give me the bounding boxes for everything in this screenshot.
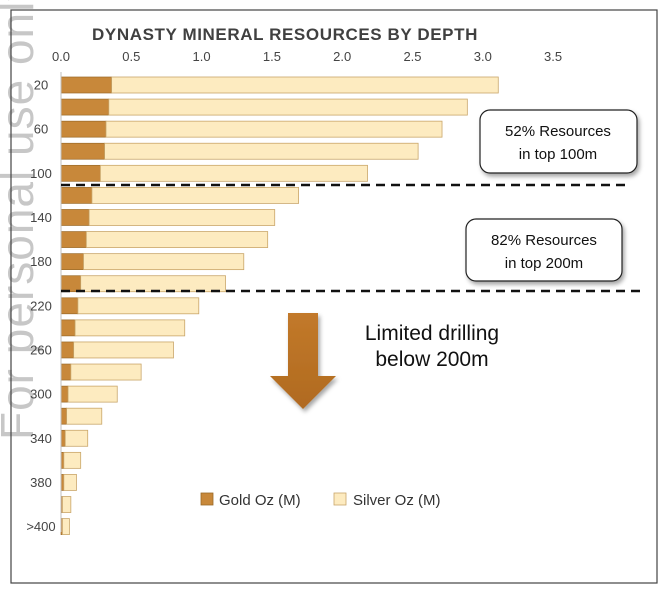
bar-gold bbox=[60, 363, 72, 381]
y-axis-ticks: 20 60 100 140 180 220 260 300 340 380 >400 bbox=[26, 78, 55, 535]
bar-silver bbox=[63, 451, 82, 469]
x-tick-label: 0.0 bbox=[52, 49, 70, 64]
bar-silver bbox=[70, 363, 142, 381]
x-tick-label: 2.5 bbox=[403, 49, 421, 64]
y-tick-label: 100 bbox=[30, 166, 52, 181]
bar-gold bbox=[60, 297, 79, 315]
y-tick-label: >400 bbox=[26, 519, 55, 534]
x-tick-label: 1.5 bbox=[263, 49, 281, 64]
y-tick-label: 260 bbox=[30, 342, 52, 357]
bar-silver bbox=[67, 385, 118, 403]
limited-drilling-line2: below 200m bbox=[375, 348, 488, 371]
bar-silver bbox=[88, 209, 276, 226]
bar-gold bbox=[60, 231, 87, 248]
x-tick-label: 3.0 bbox=[474, 49, 492, 64]
bar-gold bbox=[60, 275, 82, 293]
chart-title: DYNASTY MINERAL RESOURCES BY DEPTH bbox=[92, 25, 478, 44]
y-tick-label: 180 bbox=[30, 254, 52, 269]
bar-gold bbox=[60, 187, 93, 204]
annotation-box-top-200m-line2: in top 200m bbox=[505, 255, 583, 272]
bar-gold bbox=[60, 341, 75, 359]
bar-silver bbox=[80, 275, 226, 293]
bar-gold bbox=[60, 319, 76, 337]
bar-silver bbox=[74, 319, 186, 337]
bar-silver bbox=[77, 297, 200, 315]
limited-drilling-line1: Limited drilling bbox=[365, 322, 499, 345]
y-tick-label: 300 bbox=[30, 387, 52, 402]
y-tick-label: 380 bbox=[30, 475, 52, 490]
bar-silver bbox=[64, 429, 89, 447]
x-tick-label: 2.0 bbox=[333, 49, 351, 64]
bar-silver bbox=[105, 120, 443, 138]
annotation-box-top-100m: 52% Resources in top 100m bbox=[479, 109, 638, 174]
y-tick-label: 340 bbox=[30, 431, 52, 446]
x-tick-label: 3.5 bbox=[544, 49, 562, 64]
bar-gold bbox=[60, 253, 84, 270]
bar-gold bbox=[60, 120, 107, 138]
bar-gold bbox=[60, 98, 110, 116]
bar-silver bbox=[62, 496, 72, 513]
annotation-box-top-200m: 82% Resources in top 200m bbox=[465, 218, 623, 282]
legend-label-gold: Gold Oz (M) bbox=[219, 492, 301, 509]
down-arrow-icon bbox=[270, 313, 336, 409]
bar-gold bbox=[60, 429, 66, 447]
bar-silver bbox=[85, 231, 269, 248]
bar-silver bbox=[83, 253, 245, 271]
bar-silver bbox=[73, 341, 174, 359]
y-tick-label: 20 bbox=[34, 78, 48, 93]
bar-gold bbox=[60, 76, 112, 94]
x-tick-label: 1.0 bbox=[193, 49, 211, 64]
bar-silver bbox=[62, 518, 70, 535]
legend: Gold Oz (M) Silver Oz (M) bbox=[200, 492, 441, 509]
bars bbox=[60, 76, 499, 535]
y-tick-label: 140 bbox=[30, 210, 52, 225]
legend-label-silver: Silver Oz (M) bbox=[353, 492, 441, 509]
annotation-box-top-100m-line1: 52% Resources bbox=[505, 123, 611, 140]
bar-silver bbox=[108, 98, 468, 116]
bar-gold bbox=[60, 164, 101, 182]
bar-gold bbox=[60, 209, 90, 226]
bar-silver bbox=[99, 164, 368, 182]
x-axis-ticks: 0.0 0.5 1.0 1.5 2.0 2.5 3.0 3.5 bbox=[52, 49, 562, 64]
x-tick-label: 0.5 bbox=[122, 49, 140, 64]
annotation-box-top-200m-line1: 82% Resources bbox=[491, 232, 597, 249]
bar-gold bbox=[60, 142, 105, 160]
legend-swatch-silver bbox=[333, 492, 347, 506]
y-tick-label: 60 bbox=[34, 122, 48, 137]
bar-silver bbox=[104, 142, 419, 160]
bar-gold bbox=[60, 407, 67, 425]
bar-gold bbox=[60, 385, 69, 403]
bar-silver bbox=[63, 474, 77, 491]
y-tick-label: 220 bbox=[30, 298, 52, 313]
bar-silver bbox=[91, 186, 300, 204]
chart-frame bbox=[10, 9, 658, 584]
legend-swatch-gold bbox=[200, 492, 214, 506]
bar-silver bbox=[66, 407, 103, 425]
annotation-box-top-100m-line2: in top 100m bbox=[519, 146, 597, 163]
bar-silver bbox=[111, 76, 499, 94]
